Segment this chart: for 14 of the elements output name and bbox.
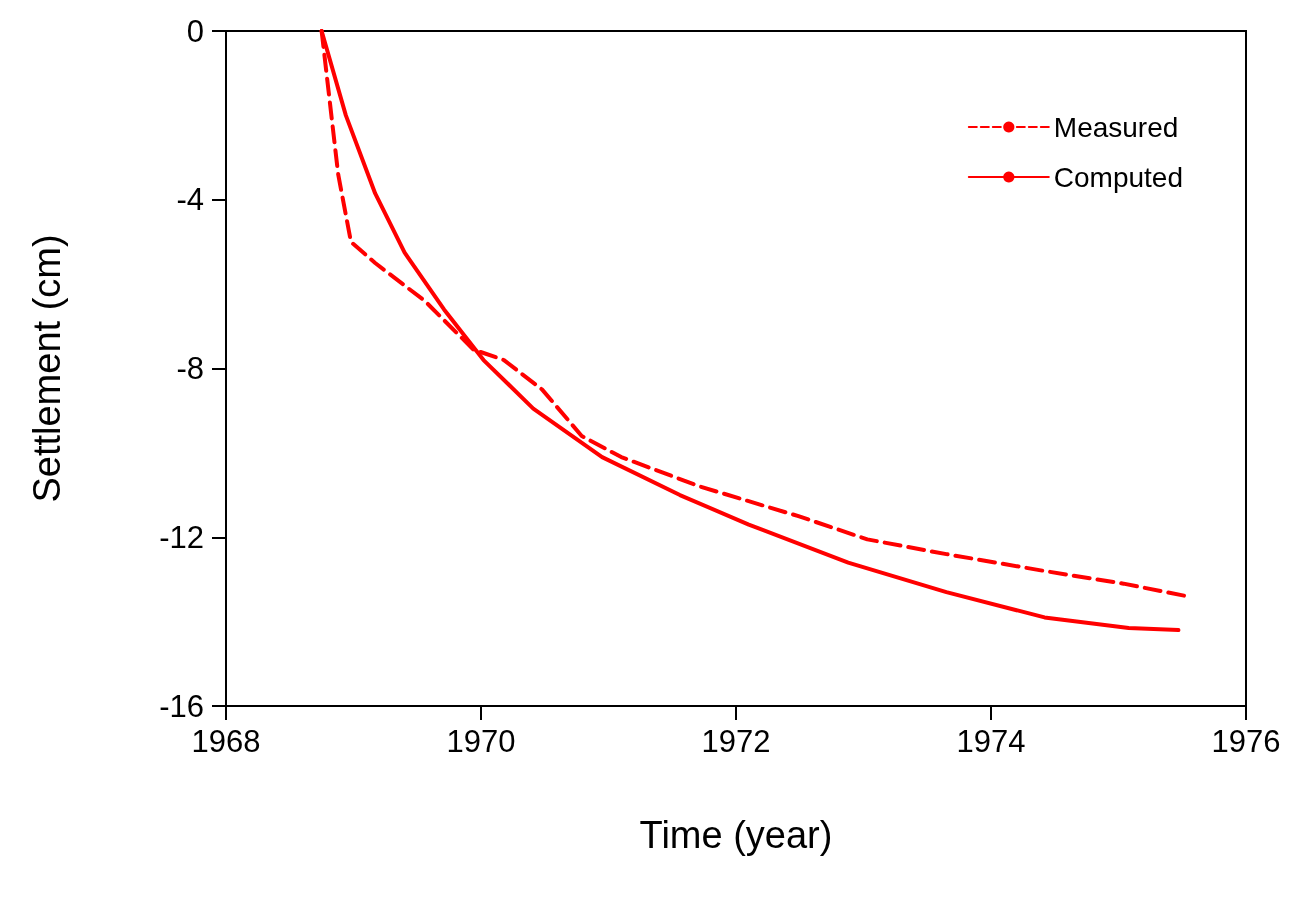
legend-label: Measured (1053, 111, 1179, 143)
x-tick-label: 1976 (1211, 724, 1281, 759)
x-tick-label: 1970 (446, 724, 516, 759)
x-tick-label: 1974 (956, 724, 1026, 759)
x-tick-label: 1968 (191, 724, 261, 759)
y-tick-label: 0 (186, 13, 204, 49)
y-tick-label: -16 (159, 688, 204, 724)
y-axis-title: Settlement (cm) (26, 234, 68, 503)
y-tick-label: -12 (159, 519, 204, 555)
x-axis-title: Time (year) (639, 814, 833, 856)
x-tick-label: 1972 (701, 724, 771, 759)
legend-label: Computed (1053, 161, 1183, 193)
y-tick-label: -8 (176, 351, 204, 386)
y-tick-label: -4 (176, 182, 204, 218)
